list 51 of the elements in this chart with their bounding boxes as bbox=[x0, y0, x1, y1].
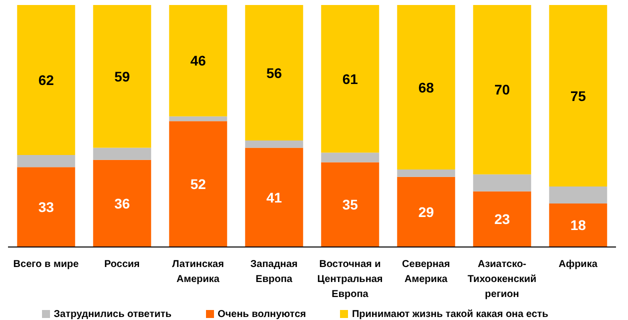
data-label: 59 bbox=[114, 68, 130, 84]
data-label: 18 bbox=[570, 217, 586, 234]
bar bbox=[17, 155, 76, 168]
data-label: 23 bbox=[494, 211, 510, 228]
x-tick-label: Россия bbox=[104, 259, 140, 270]
bar bbox=[397, 170, 456, 177]
data-label: 29 bbox=[418, 204, 434, 220]
bar bbox=[321, 152, 380, 162]
bar bbox=[245, 5, 304, 141]
x-tick-label: Азиатско-Тихоокенский регион bbox=[468, 259, 536, 300]
x-tick-label: Западная Европа bbox=[250, 259, 298, 285]
data-label: 62 bbox=[38, 72, 54, 88]
data-label: 75 bbox=[570, 88, 586, 104]
data-label: 68 bbox=[418, 79, 434, 96]
bar bbox=[169, 121, 228, 247]
data-label: 41 bbox=[266, 189, 282, 206]
bar bbox=[549, 186, 608, 204]
bar bbox=[397, 176, 456, 247]
bar bbox=[245, 148, 304, 247]
x-tick-label: Северная Америка bbox=[402, 259, 450, 285]
bar bbox=[245, 140, 304, 148]
data-label: 46 bbox=[190, 52, 206, 69]
bar bbox=[397, 5, 456, 170]
data-label: 52 bbox=[190, 176, 206, 192]
bar bbox=[473, 191, 532, 247]
bar bbox=[169, 116, 228, 122]
x-tick-label: Всего в мире bbox=[13, 259, 80, 270]
data-label: 70 bbox=[494, 82, 510, 98]
x-tick-label: Латинская Америка bbox=[172, 259, 224, 285]
bar bbox=[169, 5, 228, 116]
legend-label: Затруднились ответить bbox=[54, 309, 172, 320]
data-label: 35 bbox=[342, 196, 358, 213]
bar bbox=[17, 5, 76, 156]
bar bbox=[93, 160, 152, 247]
bar bbox=[549, 5, 608, 186]
bar bbox=[473, 174, 532, 192]
legend-label: Очень волнуются bbox=[218, 309, 306, 320]
bar bbox=[321, 162, 380, 247]
x-tick-label: Африка bbox=[558, 259, 598, 270]
legend-label: Принимают жизнь такой какая она есть bbox=[352, 309, 548, 320]
data-label: 33 bbox=[38, 199, 54, 216]
data-label: 61 bbox=[342, 70, 358, 87]
x-tick-label: Восточная и Центральная Европа bbox=[317, 259, 383, 300]
bar bbox=[93, 5, 152, 148]
data-label: 36 bbox=[114, 195, 130, 212]
bar bbox=[93, 148, 152, 160]
bar bbox=[473, 5, 532, 174]
data-label: 56 bbox=[266, 64, 282, 81]
bar bbox=[321, 5, 380, 153]
bar bbox=[549, 203, 608, 247]
bar bbox=[17, 167, 76, 247]
